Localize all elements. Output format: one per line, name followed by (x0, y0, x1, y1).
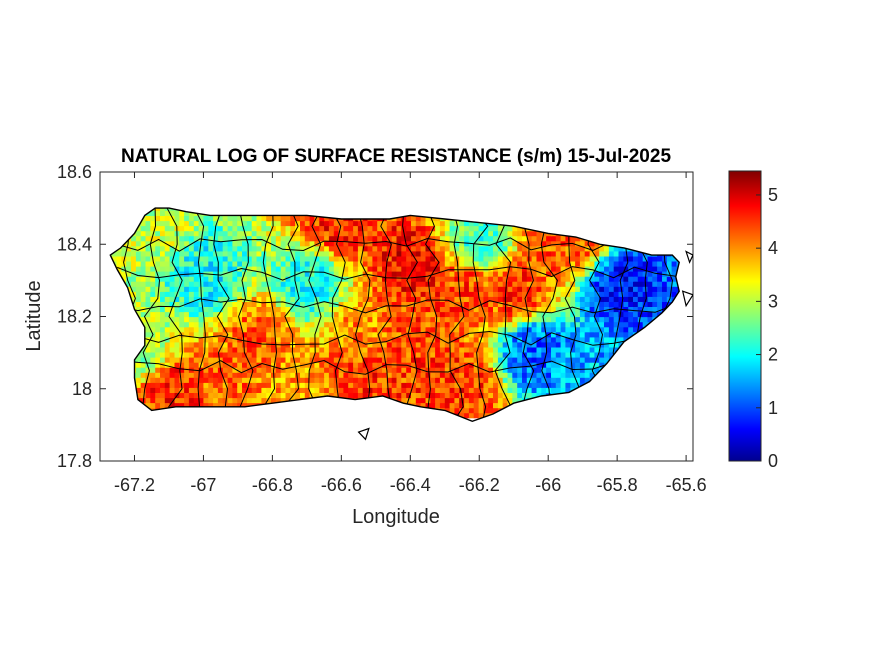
colorbar-tick-label: 2 (768, 345, 778, 365)
y-tick-label: 17.8 (57, 451, 92, 471)
municipality-boundary (521, 208, 535, 422)
x-axis: -67.2 -67 -66.8 -66.6 -66.4 -66.2 -66 -65.8 -65.… (114, 172, 707, 495)
y-tick-label: 18 (72, 379, 92, 399)
municipality-boundary (402, 208, 418, 422)
coastline (109, 207, 680, 423)
colorbar-tick-label: 0 (768, 451, 778, 471)
colorbar-tick-label: 3 (768, 291, 778, 311)
islets (357, 250, 693, 441)
municipality-boundary (194, 208, 206, 422)
y-tick-label: 18.4 (57, 234, 92, 254)
x-tick-label: -66 (535, 475, 561, 495)
municipality-boundary (238, 208, 254, 422)
municipality-boundary (166, 208, 183, 422)
colorbar: 0 1 2 3 4 5 (728, 170, 778, 471)
islet (357, 427, 370, 441)
x-tick-label: -66.6 (321, 475, 362, 495)
municipality-boundary (330, 208, 347, 422)
x-tick-label: -65.6 (666, 475, 707, 495)
y-tick-label: 18.6 (57, 162, 92, 182)
x-tick-label: -67 (190, 475, 216, 495)
x-tick-label: -66.2 (459, 475, 500, 495)
x-tick-label: -66.4 (390, 475, 431, 495)
municipality-boundary (425, 208, 440, 422)
municipality-boundary (540, 208, 558, 422)
islet (681, 290, 693, 308)
municipality-boundary (283, 208, 300, 422)
municipality-boundary (117, 266, 676, 281)
municipality-boundary (117, 298, 676, 314)
x-tick-label: -65.8 (597, 475, 638, 495)
municipality-boundary (262, 208, 278, 422)
y-axis-label: Latitude (23, 280, 45, 351)
municipality-boundary (117, 330, 676, 346)
municipality-boundary (449, 208, 465, 422)
municipality-boundary (308, 208, 322, 422)
islet (685, 250, 693, 264)
colorbar-tick-label: 5 (768, 185, 778, 205)
y-axis: 17.8 18 18.2 18.4 18.6 (57, 162, 693, 471)
municipality-boundary (355, 208, 371, 422)
municipality-boundary (377, 208, 392, 422)
map-title: NATURAL LOG OF SURFACE RESISTANCE (s/m) … (121, 146, 671, 167)
colorbar-tick-label: 4 (768, 238, 778, 258)
colorbar-ticks: 0 1 2 3 4 5 (756, 185, 778, 471)
colorbar-tick-label: 1 (768, 398, 778, 418)
x-tick-label: -67.2 (114, 475, 155, 495)
municipality-boundary (213, 208, 230, 422)
colorbar-gradient (728, 170, 762, 462)
municipality-boundary (117, 359, 676, 375)
y-tick-label: 18.2 (57, 307, 92, 327)
municipality-boundary (117, 237, 676, 252)
x-tick-label: -66.8 (252, 475, 293, 495)
municipality-boundary (494, 208, 512, 422)
x-axis-label: Longitude (352, 506, 440, 528)
